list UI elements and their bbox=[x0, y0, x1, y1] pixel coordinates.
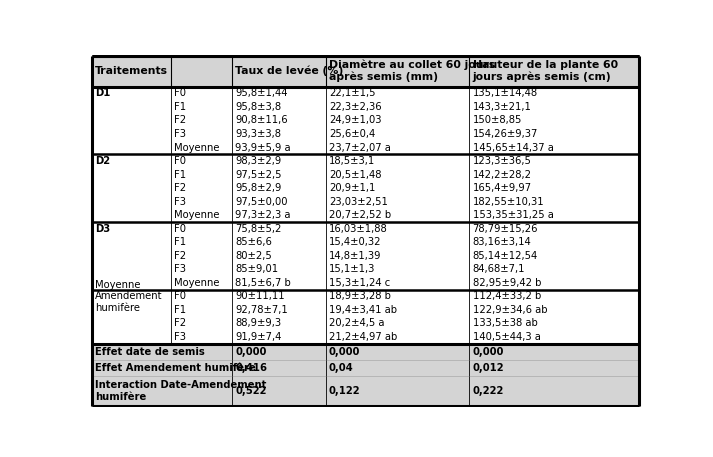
Text: 140,5±44,3 a: 140,5±44,3 a bbox=[473, 332, 540, 342]
Text: 143,3±21,1: 143,3±21,1 bbox=[473, 102, 531, 112]
Text: F0: F0 bbox=[174, 89, 186, 98]
Text: 92,78±7,1: 92,78±7,1 bbox=[235, 305, 288, 315]
Text: D1: D1 bbox=[96, 89, 111, 98]
Text: 95,8±1,44: 95,8±1,44 bbox=[235, 89, 287, 98]
Text: F0: F0 bbox=[174, 224, 186, 234]
Text: Hauteur de la plante 60
jours après semis (cm): Hauteur de la plante 60 jours après semi… bbox=[473, 60, 617, 82]
Text: Moyenne: Moyenne bbox=[174, 210, 220, 220]
Text: F0: F0 bbox=[174, 292, 186, 302]
Text: F3: F3 bbox=[174, 264, 186, 274]
Text: F3: F3 bbox=[174, 129, 186, 139]
Text: 153,35±31,25 a: 153,35±31,25 a bbox=[473, 210, 553, 220]
Text: 15,4±0,32: 15,4±0,32 bbox=[329, 237, 381, 247]
Text: 90±11,11: 90±11,11 bbox=[235, 292, 284, 302]
Text: 85±9,01: 85±9,01 bbox=[235, 264, 278, 274]
Text: Taux de levée (%): Taux de levée (%) bbox=[235, 66, 343, 76]
Text: 97,3±2,3 a: 97,3±2,3 a bbox=[235, 210, 290, 220]
Text: 0,522: 0,522 bbox=[235, 386, 267, 396]
Text: 25,6±0,4: 25,6±0,4 bbox=[329, 129, 375, 139]
Text: 165,4±9,97: 165,4±9,97 bbox=[473, 183, 532, 193]
Text: F1: F1 bbox=[174, 102, 186, 112]
Text: 81,5±6,7 b: 81,5±6,7 b bbox=[235, 278, 291, 288]
Text: Moyenne
Amendement
humifère: Moyenne Amendement humifère bbox=[96, 280, 163, 313]
Text: 0,222: 0,222 bbox=[473, 386, 504, 396]
Text: 20,5±1,48: 20,5±1,48 bbox=[329, 170, 381, 180]
Text: 0,04: 0,04 bbox=[329, 363, 354, 373]
Text: 82,95±9,42 b: 82,95±9,42 b bbox=[473, 278, 541, 288]
Text: F2: F2 bbox=[174, 116, 186, 126]
Text: 133,5±38 ab: 133,5±38 ab bbox=[473, 319, 538, 329]
Text: F3: F3 bbox=[174, 332, 186, 342]
Text: F1: F1 bbox=[174, 305, 186, 315]
Text: 0,000: 0,000 bbox=[235, 347, 267, 357]
Text: F2: F2 bbox=[174, 251, 186, 261]
Text: 75,8±5,2: 75,8±5,2 bbox=[235, 224, 282, 234]
Text: 112,4±33,2 b: 112,4±33,2 b bbox=[473, 292, 541, 302]
Text: 21,2±4,97 ab: 21,2±4,97 ab bbox=[329, 332, 397, 342]
Text: 150±8,85: 150±8,85 bbox=[473, 116, 522, 126]
Text: 97,5±0,00: 97,5±0,00 bbox=[235, 197, 287, 207]
Text: 95,8±3,8: 95,8±3,8 bbox=[235, 102, 281, 112]
Polygon shape bbox=[92, 344, 639, 406]
Text: 16,03±1,88: 16,03±1,88 bbox=[329, 224, 388, 234]
Text: 123,3±36,5: 123,3±36,5 bbox=[473, 156, 531, 166]
Text: D3: D3 bbox=[96, 224, 111, 234]
Text: Traitements: Traitements bbox=[96, 66, 168, 76]
Text: 97,5±2,5: 97,5±2,5 bbox=[235, 170, 282, 180]
Text: 20,7±2,52 b: 20,7±2,52 b bbox=[329, 210, 391, 220]
Text: 90,8±11,6: 90,8±11,6 bbox=[235, 116, 287, 126]
Text: 18,5±3,1: 18,5±3,1 bbox=[329, 156, 375, 166]
Text: Moyenne: Moyenne bbox=[174, 278, 220, 288]
Polygon shape bbox=[92, 56, 639, 87]
Text: Moyenne: Moyenne bbox=[174, 143, 220, 153]
Text: 22,3±2,36: 22,3±2,36 bbox=[329, 102, 381, 112]
Text: 135,1±14,48: 135,1±14,48 bbox=[473, 89, 538, 98]
Text: 142,2±28,2: 142,2±28,2 bbox=[473, 170, 532, 180]
Text: 80±2,5: 80±2,5 bbox=[235, 251, 272, 261]
Text: 0,000: 0,000 bbox=[473, 347, 504, 357]
Text: 15,1±1,3: 15,1±1,3 bbox=[329, 264, 375, 274]
Text: Effet Amendement humifère: Effet Amendement humifère bbox=[96, 363, 256, 373]
Text: 95,8±2,9: 95,8±2,9 bbox=[235, 183, 282, 193]
Text: Diamètre au collet 60 jours
après semis (mm): Diamètre au collet 60 jours après semis … bbox=[329, 60, 496, 82]
Text: 93,3±3,8: 93,3±3,8 bbox=[235, 129, 281, 139]
Text: Effet date de semis: Effet date de semis bbox=[96, 347, 205, 357]
Text: 83,16±3,14: 83,16±3,14 bbox=[473, 237, 531, 247]
Text: 19,4±3,41 ab: 19,4±3,41 ab bbox=[329, 305, 397, 315]
Text: F1: F1 bbox=[174, 170, 186, 180]
Text: F2: F2 bbox=[174, 183, 186, 193]
Text: 23,03±2,51: 23,03±2,51 bbox=[329, 197, 388, 207]
Text: 85±6,6: 85±6,6 bbox=[235, 237, 272, 247]
Text: 85,14±12,54: 85,14±12,54 bbox=[473, 251, 538, 261]
Text: F2: F2 bbox=[174, 319, 186, 329]
Text: 98,3±2,9: 98,3±2,9 bbox=[235, 156, 281, 166]
Text: 24,9±1,03: 24,9±1,03 bbox=[329, 116, 381, 126]
Text: F3: F3 bbox=[174, 197, 186, 207]
Text: 93,9±5,9 a: 93,9±5,9 a bbox=[235, 143, 291, 153]
Text: 145,65±14,37 a: 145,65±14,37 a bbox=[473, 143, 553, 153]
Text: 84,68±7,1: 84,68±7,1 bbox=[473, 264, 525, 274]
Text: 78,79±15,26: 78,79±15,26 bbox=[473, 224, 538, 234]
Text: 122,9±34,6 ab: 122,9±34,6 ab bbox=[473, 305, 547, 315]
Text: F1: F1 bbox=[174, 237, 186, 247]
Text: 15,3±1,24 c: 15,3±1,24 c bbox=[329, 278, 390, 288]
Text: 182,55±10,31: 182,55±10,31 bbox=[473, 197, 544, 207]
Text: 154,26±9,37: 154,26±9,37 bbox=[473, 129, 538, 139]
Text: 0,416: 0,416 bbox=[235, 363, 267, 373]
Text: 20,2±4,5 a: 20,2±4,5 a bbox=[329, 319, 384, 329]
Text: 0,000: 0,000 bbox=[329, 347, 360, 357]
Text: 91,9±7,4: 91,9±7,4 bbox=[235, 332, 282, 342]
Text: 23,7±2,07 a: 23,7±2,07 a bbox=[329, 143, 391, 153]
Text: 18,9±3,28 b: 18,9±3,28 b bbox=[329, 292, 391, 302]
Text: 22,1±1,5: 22,1±1,5 bbox=[329, 89, 376, 98]
Text: 0,012: 0,012 bbox=[473, 363, 504, 373]
Text: F0: F0 bbox=[174, 156, 186, 166]
Text: 14,8±1,39: 14,8±1,39 bbox=[329, 251, 381, 261]
Text: Interaction Date-Amendement
humifère: Interaction Date-Amendement humifère bbox=[96, 380, 267, 402]
Text: 20,9±1,1: 20,9±1,1 bbox=[329, 183, 375, 193]
Text: 0,122: 0,122 bbox=[329, 386, 361, 396]
Text: 88,9±9,3: 88,9±9,3 bbox=[235, 319, 281, 329]
Text: D2: D2 bbox=[96, 156, 111, 166]
